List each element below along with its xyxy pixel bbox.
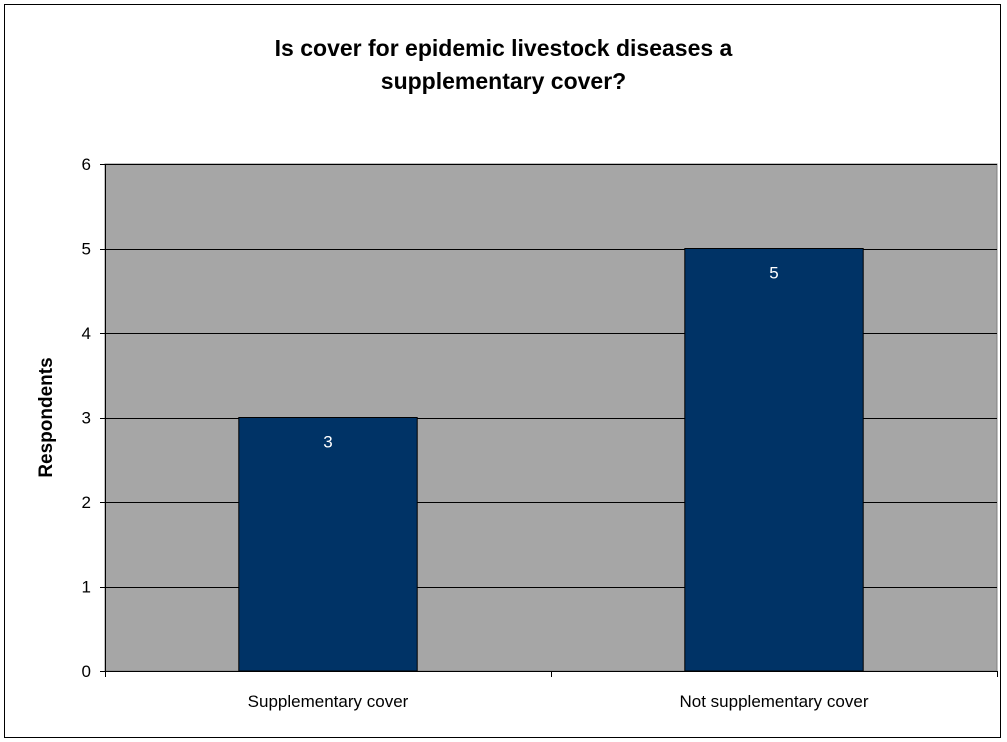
y-tick-label: 0 [82,662,91,681]
y-tick-label: 4 [82,324,91,343]
y-tick-label: 5 [82,240,91,259]
x-tick-labels: Supplementary cover Not supplementary cov… [248,692,869,711]
chart-title: Is cover for epidemic livestock diseases… [0,32,1007,98]
chart-title-line-1: Is cover for epidemic livestock diseases… [274,35,733,61]
data-labels: 35 [323,264,778,452]
y-tick-label: 6 [82,155,91,174]
chart-title-line-2: supplementary cover? [380,68,627,94]
y-tick-label: 2 [82,493,91,512]
bar-data-label: 3 [323,433,332,452]
bar [684,248,864,672]
axes [100,164,998,677]
y-axis-title: Respondents [36,357,57,477]
y-tick-labels: 0 1 2 3 4 5 6 [82,155,91,681]
bar-data-label: 5 [769,264,778,283]
y-tick-label: 3 [82,409,91,428]
bar [238,417,418,672]
bars [238,248,864,672]
y-tick-label: 1 [82,578,91,597]
x-tick-label: Not supplementary cover [680,692,869,711]
x-tick-label: Supplementary cover [248,692,409,711]
